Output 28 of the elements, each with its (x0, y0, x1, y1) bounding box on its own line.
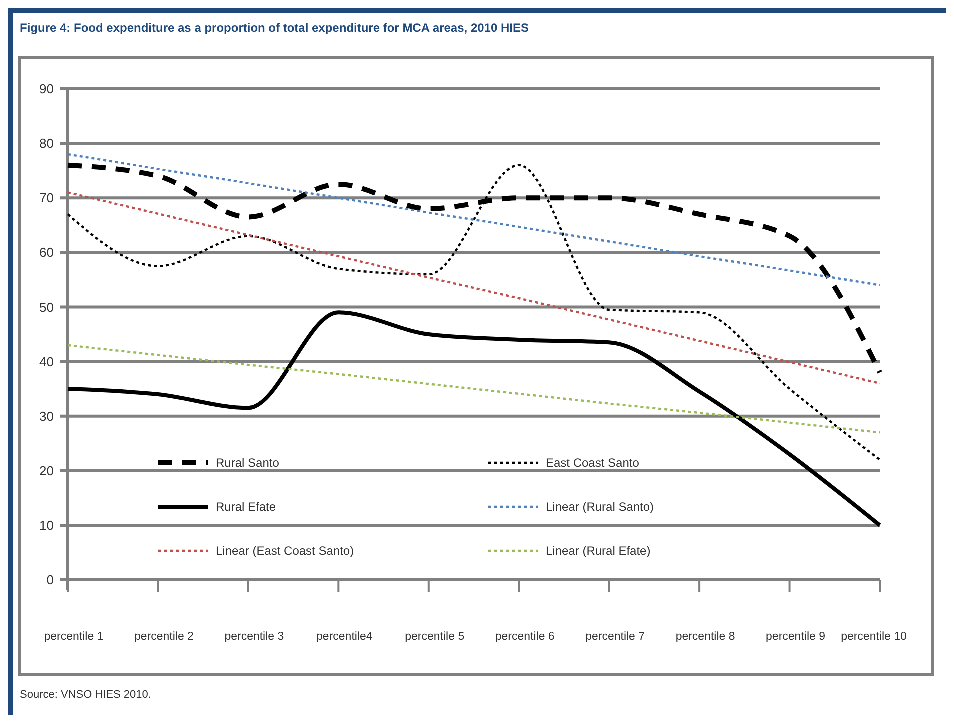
y-tick-label: 70 (40, 190, 54, 206)
y-tick-label: 80 (40, 136, 54, 152)
x-tick-label: percentile 10 (841, 631, 907, 643)
y-tick-label: 40 (40, 354, 54, 370)
x-tick-label: percentile 2 (134, 631, 194, 643)
x-tick-label: percentile 1 (44, 631, 104, 643)
legend-label: Linear (Rural Santo) (546, 500, 654, 514)
y-tick-label: 10 (40, 518, 54, 533)
x-tick-label: percentile4 (316, 631, 374, 643)
legend-label: Linear (Rural Efate) (546, 544, 651, 558)
x-tick-label: percentile 5 (405, 631, 465, 643)
y-tick-label: 90 (40, 82, 54, 97)
y-tick-label: 20 (40, 463, 54, 478)
source-note: Source: VNSO HIES 2010. (20, 689, 152, 701)
x-tick-label: percentile 7 (586, 631, 646, 643)
y-tick-label: 0 (46, 572, 54, 588)
x-tick-label: percentile 3 (224, 631, 284, 643)
legend-label: Rural Efate (216, 500, 276, 514)
x-tick-label: percentile 6 (495, 631, 555, 643)
y-tick-label: 60 (40, 245, 54, 260)
y-tick-label: 30 (40, 408, 54, 424)
legend-label: East Coast Santo (546, 456, 640, 470)
legend-label: Rural Santo (216, 456, 280, 470)
x-tick-label: percentile 9 (766, 631, 826, 643)
y-tick-label: 50 (40, 300, 54, 315)
x-tick-label: percentile 8 (676, 631, 736, 643)
chart-title: Figure 4: Food expenditure as a proportion of total expenditure for MCA areas, 2010 HIES (20, 21, 529, 35)
legend-label: Linear (East Coast Santo) (216, 544, 354, 558)
